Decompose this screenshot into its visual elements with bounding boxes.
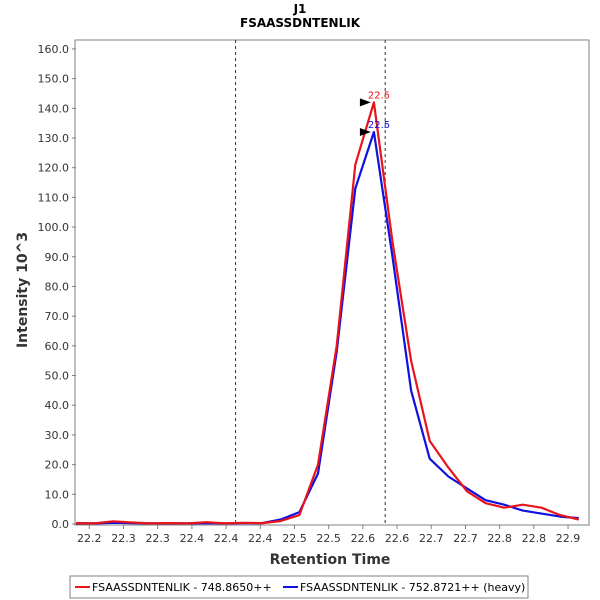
chart-subtitle: FSAASSDNTENLIK — [240, 16, 361, 30]
series-line-light — [75, 101, 579, 525]
y-tick-label: 50.0 — [45, 370, 70, 383]
x-tick-label: 22.7 — [419, 532, 444, 545]
y-tick-label: 100.0 — [38, 221, 70, 234]
y-tick-label: 60.0 — [45, 340, 70, 353]
y-tick-label: 10.0 — [45, 488, 70, 501]
x-tick-label: 22.8 — [487, 532, 512, 545]
x-tick-label: 22.3 — [145, 532, 170, 545]
x-tick-label: 22.4 — [180, 532, 205, 545]
y-tick-label: 110.0 — [38, 191, 70, 204]
x-tick-label: 22.5 — [282, 532, 307, 545]
chart-title: J1 — [293, 2, 307, 16]
y-tick-label: 130.0 — [38, 132, 70, 145]
y-axis-label: Intensity 10^3 — [15, 232, 31, 348]
y-axis: 0.0 10.0 20.0 30.0 40.0 50.0 60.0 70.0 80.0 90.0 1… — [38, 43, 76, 531]
x-tick-label: 22.7 — [453, 532, 478, 545]
peak-marker — [359, 128, 371, 137]
y-tick-label: 150.0 — [38, 73, 70, 86]
x-tick-label: 22.9 — [556, 532, 581, 545]
y-tick-label: 40.0 — [45, 399, 70, 412]
peak-marker — [359, 98, 371, 107]
x-axis: 22.2 22.3 22.3 22.4 22.4 22.4 22.5 22.5 22.6 22.6… — [77, 525, 580, 545]
x-tick-label: 22.2 — [77, 532, 102, 545]
series-layer — [75, 101, 579, 525]
legend-box — [69, 575, 529, 599]
legend-entry-light: FSAASSDNTENLIK - 748.8650++ — [92, 581, 272, 594]
x-tick-label: 22.4 — [248, 532, 273, 545]
legend-entry-heavy: FSAASSDNTENLIK - 752.8721++ (heavy) — [300, 581, 525, 594]
y-tick-label: 30.0 — [45, 429, 70, 442]
plot-area — [74, 39, 590, 526]
y-tick-label: 0.0 — [52, 518, 70, 531]
y-tick-label: 20.0 — [45, 459, 70, 472]
peak-annotations: 22.5 22.5 — [359, 90, 390, 137]
y-tick-label: 70.0 — [45, 310, 70, 323]
y-tick-label: 160.0 — [38, 43, 70, 56]
peak-label: 22.5 — [368, 120, 390, 131]
reference-lines — [235, 40, 386, 524]
y-tick-label: 80.0 — [45, 280, 70, 293]
x-tick-label: 22.8 — [522, 532, 547, 545]
y-tick-label: 140.0 — [38, 102, 70, 115]
peak-label: 22.5 — [368, 90, 390, 101]
x-tick-label: 22.3 — [111, 532, 136, 545]
y-tick-label: 90.0 — [45, 251, 70, 264]
y-tick-label: 120.0 — [38, 162, 70, 175]
legend: FSAASSDNTENLIK - 748.8650++ FSAASSDNTENL… — [69, 575, 529, 599]
x-tick-label: 22.4 — [214, 532, 239, 545]
x-tick-label: 22.5 — [316, 532, 341, 545]
x-axis-label: Retention Time — [270, 552, 391, 568]
x-tick-label: 22.6 — [351, 532, 376, 545]
x-tick-label: 22.6 — [385, 532, 410, 545]
